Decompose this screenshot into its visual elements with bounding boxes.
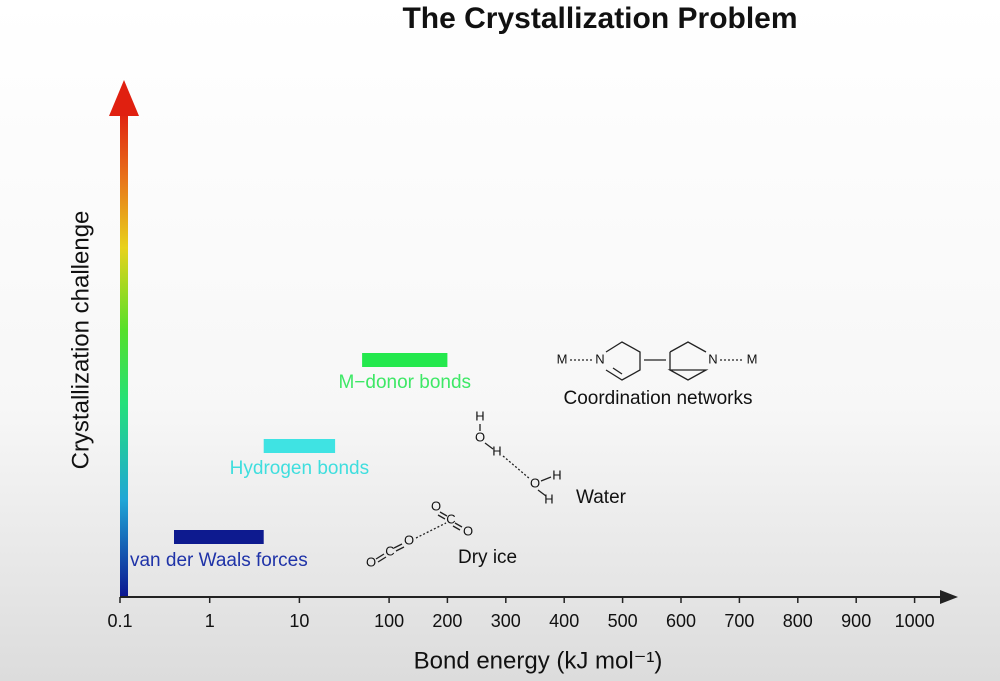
atom: O <box>463 523 473 538</box>
atom: H <box>552 467 561 482</box>
x-tick-label: 1 <box>205 611 215 631</box>
annotation-label: Coordination networks <box>563 388 752 409</box>
x-tick-label: 300 <box>491 611 521 631</box>
atom: N <box>595 351 604 366</box>
x-tick-label: 600 <box>666 611 696 631</box>
atom: O <box>475 429 485 444</box>
x-tick-label: 400 <box>549 611 579 631</box>
x-tick-label: 800 <box>783 611 813 631</box>
range-bar <box>263 439 336 453</box>
bar-label: M−donor bonds <box>338 372 471 393</box>
atom: H <box>475 408 484 423</box>
range-bar <box>174 530 264 544</box>
x-axis-label: Bond energy (kJ mol⁻¹) <box>414 647 663 674</box>
chart-title: The Crystallization Problem <box>402 2 797 35</box>
atom: O <box>431 498 441 513</box>
annotation-label: Dry ice <box>458 547 517 568</box>
bar-label: van der Waals forces <box>130 550 308 571</box>
x-tick-label: 1000 <box>895 611 935 631</box>
x-tick-label: 0.1 <box>107 611 132 631</box>
x-tick-label: 10 <box>289 611 309 631</box>
atom: O <box>366 554 376 569</box>
atom: O <box>530 475 540 490</box>
atom: M <box>747 351 758 366</box>
x-tick-label: 700 <box>724 611 754 631</box>
y-axis-arrow <box>109 80 139 116</box>
x-tick-label: 100 <box>374 611 404 631</box>
x-tick-label: 200 <box>432 611 462 631</box>
atom: M <box>557 351 568 366</box>
atom: C <box>385 543 394 558</box>
atom: O <box>404 532 414 547</box>
atom: H <box>544 491 553 506</box>
atom: C <box>446 511 455 526</box>
atom: N <box>708 351 717 366</box>
coordination-structure: M N N M <box>557 341 758 381</box>
x-axis-arrow <box>940 590 958 604</box>
atom: H <box>492 443 501 458</box>
x-tick-label: 500 <box>608 611 638 631</box>
range-bar <box>362 353 448 367</box>
bar-label: Hydrogen bonds <box>230 458 369 479</box>
y-axis-label: Crystallization challenge <box>67 211 94 470</box>
y-axis <box>120 112 128 597</box>
water-structure: H O H O H H <box>475 408 562 506</box>
x-tick-label: 900 <box>841 611 871 631</box>
annotation-label: Water <box>576 487 627 508</box>
dry-ice-structure: O C O O C O <box>366 498 473 569</box>
